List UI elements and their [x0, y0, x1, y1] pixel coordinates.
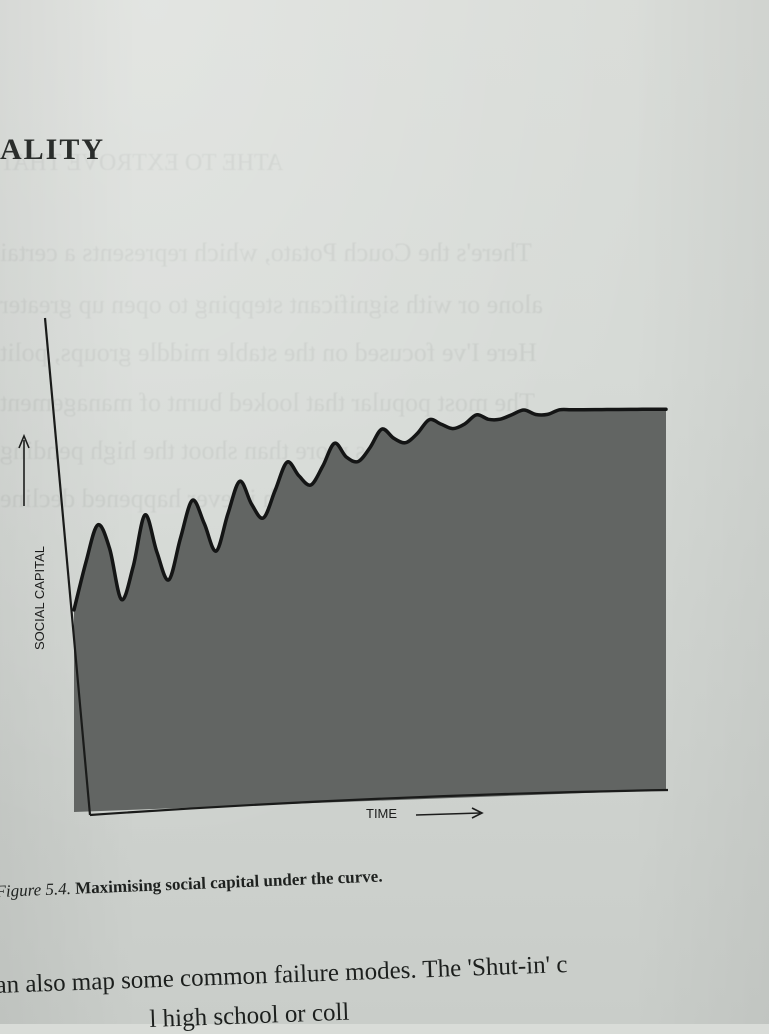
y-axis — [43, 317, 92, 816]
y-axis-label: SOCIAL CAPITAL — [32, 546, 47, 650]
figure-chart: SOCIAL CAPITAL TIME — [18, 317, 669, 821]
body-text-line: l high school or coll — [148, 998, 350, 1034]
x-axis-label: TIME — [366, 806, 397, 821]
social-capital-curve — [72, 407, 668, 612]
x-axis-arrow — [415, 807, 484, 819]
body-text-line: an also map some common failure modes. T… — [0, 951, 568, 1000]
figure-number: Figure 5.4. — [0, 878, 72, 902]
x-axis — [89, 788, 669, 817]
figure-caption: Figure 5.4. Maximising social capital un… — [0, 866, 383, 902]
y-axis-arrow — [18, 433, 30, 506]
ghost-line: There's the Couch Potato, which represen… — [0, 238, 532, 267]
running-head: ALITY — [0, 133, 106, 166]
area-under-curve — [74, 409, 666, 812]
figure-caption-text: Maximising social capital under the curv… — [74, 866, 383, 898]
